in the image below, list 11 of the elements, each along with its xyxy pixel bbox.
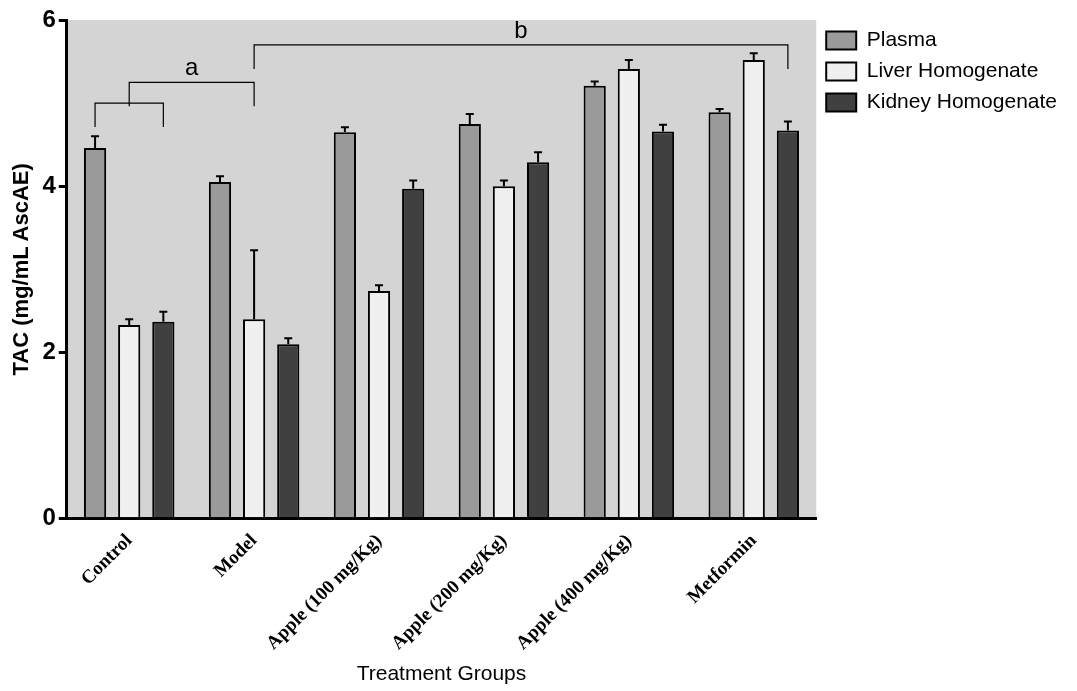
annotation: a (184, 52, 199, 80)
legend-label: Plasma (866, 27, 938, 51)
y-tick-label: 4 (42, 170, 57, 198)
legend-label: Liver Homogenate (866, 58, 1039, 82)
y-tick-label: 0 (42, 503, 56, 531)
y-axis-title: TAC (mg/mL AscAE) (8, 163, 34, 376)
y-tick-label: 2 (42, 337, 56, 365)
y-tick-label: 6 (42, 4, 56, 32)
annotation: b (514, 15, 528, 43)
legend-label: Kidney Homogenate (866, 89, 1057, 113)
x-axis-title: Treatment Groups (356, 661, 527, 685)
